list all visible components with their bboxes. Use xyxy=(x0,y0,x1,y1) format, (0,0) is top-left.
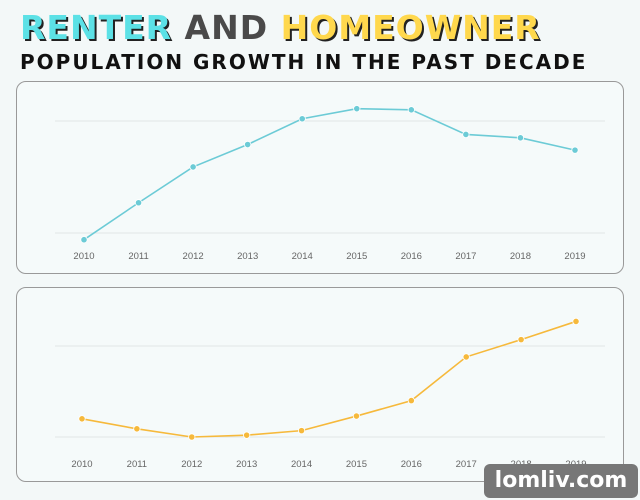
x-tick-label: 2018 xyxy=(510,251,531,262)
data-point xyxy=(407,397,415,405)
data-point xyxy=(133,425,141,433)
x-tick-label: 2019 xyxy=(564,251,585,262)
data-point xyxy=(571,146,579,154)
x-tick-label: 2017 xyxy=(456,459,477,470)
data-point xyxy=(189,163,197,171)
x-tick-label: 2017 xyxy=(455,251,476,262)
data-point xyxy=(352,412,361,420)
x-tick-label: 2011 xyxy=(128,251,148,262)
x-tick-label: 2013 xyxy=(236,459,257,470)
data-point xyxy=(407,106,415,114)
title-renter: RENTER xyxy=(20,8,173,47)
x-tick-label: 2010 xyxy=(73,251,94,262)
data-point xyxy=(353,105,361,113)
data-point xyxy=(244,140,252,149)
series-line xyxy=(83,107,576,241)
data-point xyxy=(78,415,86,423)
x-tick-label: 2014 xyxy=(291,459,312,470)
x-tick-label: 2010 xyxy=(71,459,92,470)
chart-subtitle: POPULATION GROWTH IN THE PAST DECADE xyxy=(20,50,588,74)
data-point xyxy=(516,134,525,142)
x-tick-label: 2014 xyxy=(292,251,313,262)
x-tick-label: 2015 xyxy=(346,459,367,470)
x-tick-label: 2011 xyxy=(127,459,147,470)
chart-title: RENTER AND HOMEOWNER xyxy=(20,8,541,48)
data-point xyxy=(243,431,251,439)
data-point xyxy=(134,199,143,207)
renter-chart: 2010 2011 2012 2013 2014 2015 2016 2017 2018 2019 xyxy=(55,105,605,262)
data-point xyxy=(572,317,580,326)
data-point xyxy=(188,433,196,441)
data-point xyxy=(298,115,306,123)
data-point xyxy=(517,336,525,344)
x-tick-label: 2013 xyxy=(237,251,258,262)
data-point xyxy=(462,353,470,361)
x-tick-label: 2015 xyxy=(346,251,367,262)
data-point xyxy=(297,427,306,435)
data-point xyxy=(80,236,88,244)
series-line xyxy=(81,320,577,438)
x-tick-label: 2012 xyxy=(183,251,204,262)
title-and: AND xyxy=(184,8,269,47)
watermark: lomliv.com xyxy=(484,464,638,498)
renter-chart-panel: 2010 2011 2012 2013 2014 2015 2016 2017 2018 2019 xyxy=(16,81,624,274)
data-point xyxy=(462,130,470,139)
x-tick-label: 2016 xyxy=(401,459,422,470)
x-tick-label: 2012 xyxy=(181,459,202,470)
x-tick-label: 2016 xyxy=(401,251,422,262)
title-homeowner: HOMEOWNER xyxy=(280,8,541,47)
